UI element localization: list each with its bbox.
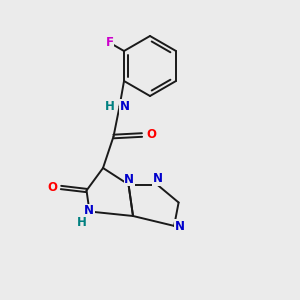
Text: N: N bbox=[124, 172, 134, 186]
Text: H: H bbox=[105, 100, 115, 113]
Text: O: O bbox=[47, 181, 57, 194]
Text: O: O bbox=[147, 128, 157, 142]
Text: N: N bbox=[84, 204, 94, 218]
Text: N: N bbox=[120, 100, 130, 113]
Text: N: N bbox=[153, 172, 163, 185]
Text: F: F bbox=[106, 36, 114, 49]
Text: H: H bbox=[77, 215, 87, 229]
Text: N: N bbox=[175, 220, 184, 233]
